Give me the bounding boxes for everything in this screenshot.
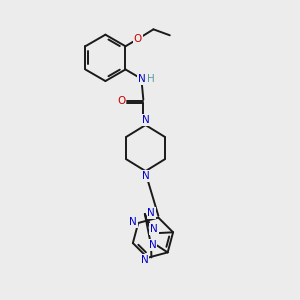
Text: O: O bbox=[134, 34, 142, 44]
Text: O: O bbox=[117, 96, 125, 106]
Text: N: N bbox=[142, 115, 149, 125]
Text: N: N bbox=[142, 171, 149, 181]
Text: N: N bbox=[129, 217, 137, 227]
Text: H: H bbox=[148, 74, 155, 84]
Text: N: N bbox=[138, 74, 146, 84]
Text: N: N bbox=[141, 255, 148, 265]
Text: N: N bbox=[149, 240, 157, 250]
Text: N: N bbox=[150, 224, 158, 234]
Text: N: N bbox=[148, 208, 155, 218]
